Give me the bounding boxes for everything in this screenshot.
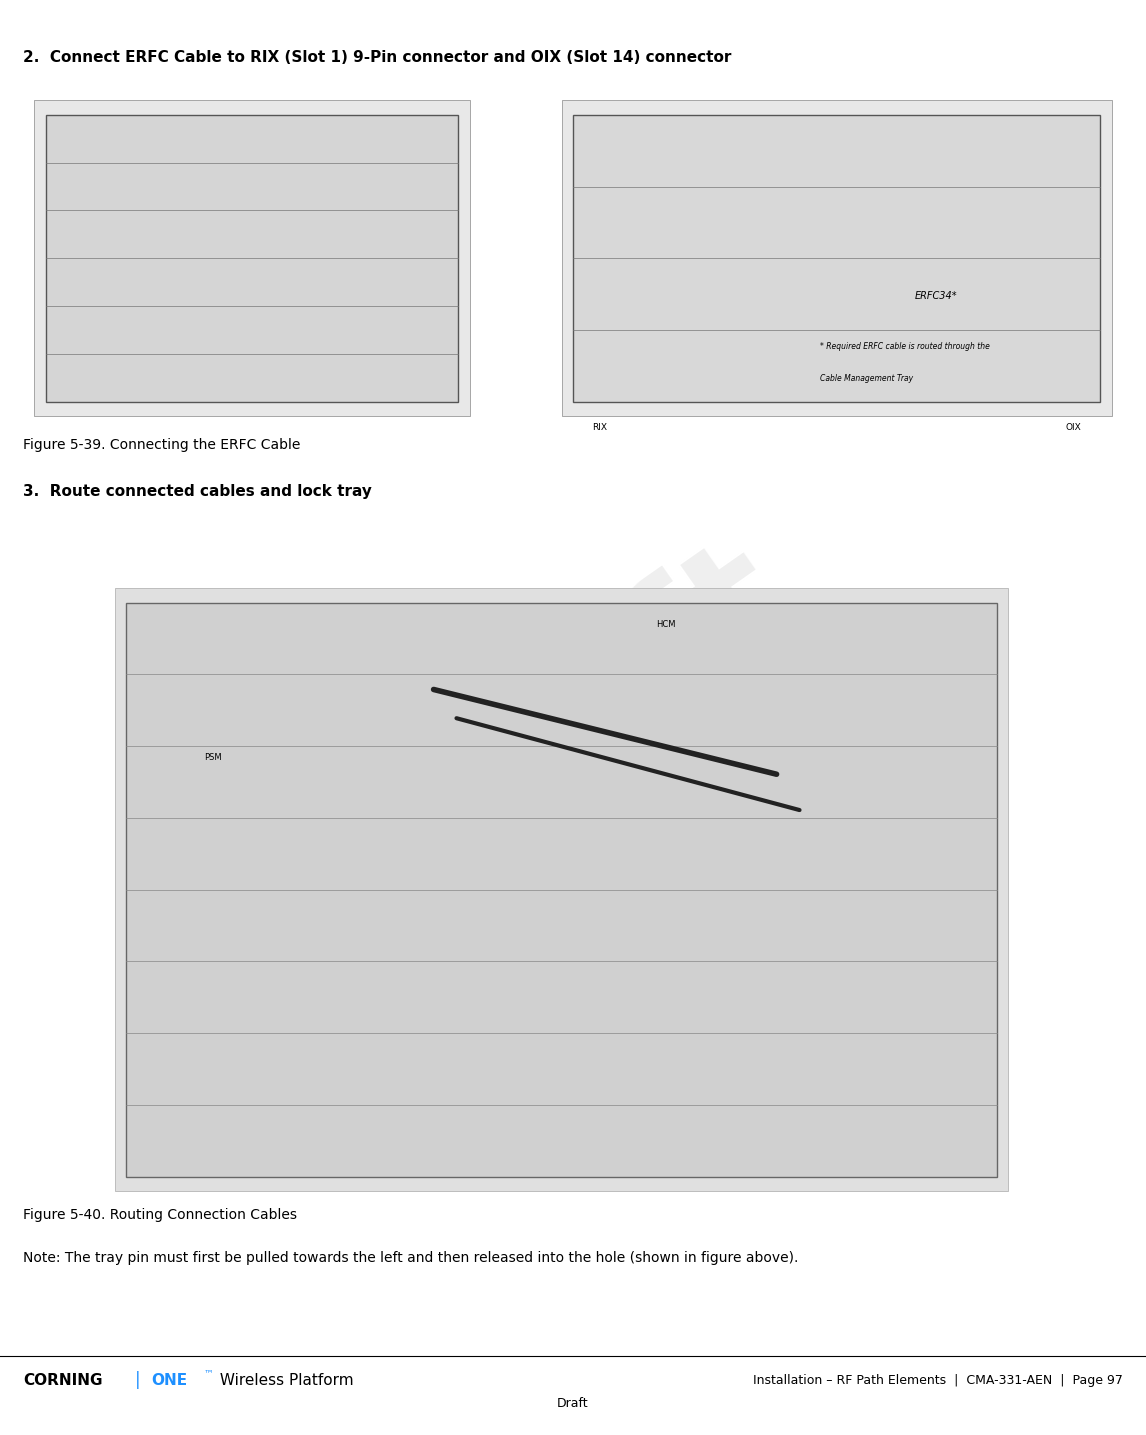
Text: PSM: PSM (204, 753, 222, 762)
Text: |: | (135, 1372, 141, 1389)
Text: * Required ERFC cable is routed through the: * Required ERFC cable is routed through … (821, 342, 990, 352)
Bar (34, 100, 470, 416)
Bar (573, 115, 1100, 402)
Bar (126, 603, 997, 1177)
Text: Installation – RF Path Elements  |  CMA-331-AEN  |  Page 97: Installation – RF Path Elements | CMA-33… (753, 1373, 1123, 1388)
Text: 2.  Connect ERFC Cable to RIX (Slot 1) 9-Pin connector and OIX (Slot 14) connect: 2. Connect ERFC Cable to RIX (Slot 1) 9-… (23, 50, 731, 65)
Text: Figure 5-39. Connecting the ERFC Cable: Figure 5-39. Connecting the ERFC Cable (23, 438, 300, 452)
Text: Figure 5-40. Routing Connection Cables: Figure 5-40. Routing Connection Cables (23, 1208, 297, 1223)
Bar (115, 588, 1008, 1191)
Text: Note: The tray pin must first be pulled towards the left and then released into : Note: The tray pin must first be pulled … (23, 1251, 799, 1266)
Text: OIX: OIX (1066, 423, 1081, 432)
Text: ™: ™ (204, 1369, 214, 1378)
Text: Wireless Platform: Wireless Platform (215, 1373, 354, 1388)
Text: 3.  Route connected cables and lock tray: 3. Route connected cables and lock tray (23, 484, 371, 498)
Text: RIX: RIX (592, 423, 607, 432)
Text: Draft: Draft (328, 512, 818, 923)
Text: ONE: ONE (151, 1373, 188, 1388)
Text: Cable Management Tray: Cable Management Tray (821, 373, 913, 383)
Text: ERFC34*: ERFC34* (915, 291, 957, 301)
Text: CORNING: CORNING (23, 1373, 102, 1388)
Bar (46, 115, 458, 402)
Bar (562, 100, 1112, 416)
Text: HCM: HCM (657, 620, 676, 629)
Text: Draft: Draft (557, 1396, 589, 1411)
